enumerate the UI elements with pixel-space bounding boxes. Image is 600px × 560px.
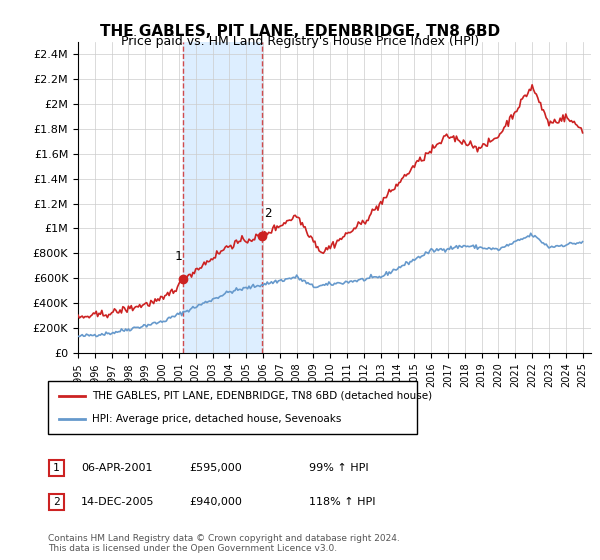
Text: HPI: Average price, detached house, Sevenoaks: HPI: Average price, detached house, Seve… xyxy=(92,414,341,424)
Text: 06-APR-2001: 06-APR-2001 xyxy=(81,463,152,473)
Text: £595,000: £595,000 xyxy=(189,463,242,473)
Text: £940,000: £940,000 xyxy=(189,497,242,507)
Text: Price paid vs. HM Land Registry's House Price Index (HPI): Price paid vs. HM Land Registry's House … xyxy=(121,35,479,48)
Text: 118% ↑ HPI: 118% ↑ HPI xyxy=(309,497,376,507)
Text: 14-DEC-2005: 14-DEC-2005 xyxy=(81,497,155,507)
Text: 99% ↑ HPI: 99% ↑ HPI xyxy=(309,463,368,473)
Text: 1: 1 xyxy=(53,463,60,473)
FancyBboxPatch shape xyxy=(49,460,64,476)
Text: 1: 1 xyxy=(175,250,182,263)
Text: THE GABLES, PIT LANE, EDENBRIDGE, TN8 6BD: THE GABLES, PIT LANE, EDENBRIDGE, TN8 6B… xyxy=(100,24,500,39)
Bar xyxy=(184,42,262,353)
Text: THE GABLES, PIT LANE, EDENBRIDGE, TN8 6BD (detached house): THE GABLES, PIT LANE, EDENBRIDGE, TN8 6B… xyxy=(92,391,433,401)
FancyBboxPatch shape xyxy=(48,381,417,434)
Text: 2: 2 xyxy=(263,207,271,220)
Text: 2: 2 xyxy=(53,497,60,507)
Text: Contains HM Land Registry data © Crown copyright and database right 2024.
This d: Contains HM Land Registry data © Crown c… xyxy=(48,534,400,553)
FancyBboxPatch shape xyxy=(49,494,64,510)
